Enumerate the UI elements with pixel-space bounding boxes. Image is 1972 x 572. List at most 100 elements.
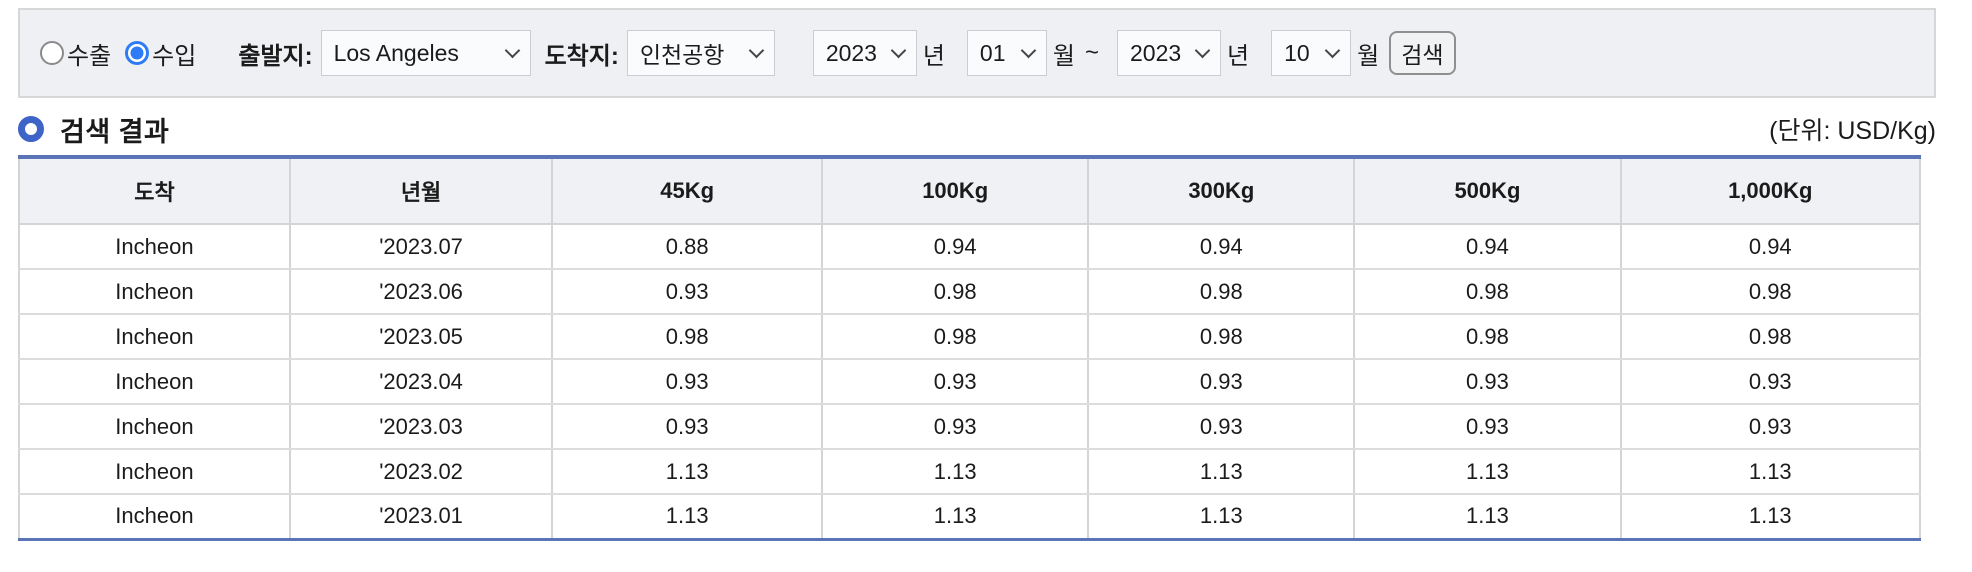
results-table-head: 도착 년월 45Kg 100Kg 300Kg 500Kg 1,000Kg [18,157,1922,225]
table-cell: 0.93 [1619,359,1922,405]
start-month-select[interactable]: 01 [966,30,1047,76]
table-cell: 0.98 [821,269,1090,315]
end-month-value: 10 [1284,39,1310,66]
table-header-cell: 45Kg [551,157,824,225]
table-cell: 0.98 [1087,314,1356,360]
start-year-suffix: 년 [922,42,945,70]
destination-label: 도착지: [544,42,619,70]
table-cell: '2023.05 [288,314,554,360]
end-month-suffix: 월 [1357,42,1380,70]
unit-label: (단위: USD/Kg) [1769,117,1936,145]
table-cell: '2023.07 [288,224,554,270]
table-row: Incheon '2023.06 0.93 0.98 0.98 0.98 0.98 [18,269,1922,315]
table-cell: 1.13 [1353,494,1622,539]
table-cell: 0.98 [1619,314,1922,360]
radio-import-circle-icon[interactable] [125,41,150,65]
table-cell: 0.93 [1619,404,1922,450]
table-cell: Incheon [18,224,291,270]
table-cell: 0.98 [1619,269,1922,315]
table-header-cell: 100Kg [821,157,1090,225]
table-cell: 0.94 [1353,224,1622,270]
start-month-value: 01 [979,39,1006,66]
start-year-select[interactable]: 2023 [812,30,917,76]
table-cell: 0.98 [551,314,824,360]
table-cell: 0.93 [551,269,824,315]
table-cell: Incheon [18,359,291,405]
table-cell: Incheon [18,314,291,360]
chevron-down-icon [1194,42,1211,59]
table-cell: Incheon [18,449,291,495]
table-cell: 0.93 [551,359,824,405]
chevron-down-icon [748,42,765,59]
chevron-down-icon [1020,42,1037,59]
table-cell: 0.93 [821,404,1090,450]
table-cell: 0.93 [1087,404,1356,450]
table-cell: 0.94 [821,224,1090,270]
table-row: Incheon '2023.03 0.93 0.93 0.93 0.93 0.93 [18,404,1922,450]
radio-import-label: 수입 [152,42,197,70]
origin-label: 출발지: [238,42,313,70]
table-header-cell: 1,000Kg [1619,157,1922,225]
table-cell: 0.93 [551,404,824,450]
table-cell: Incheon [18,404,291,450]
search-form-bar: 수출 수입 출발지: Los Angeles 도착지: 인천공항 2023 년 … [18,8,1936,98]
table-cell: 1.13 [1087,494,1356,539]
chevron-down-icon [1324,42,1341,59]
table-cell: 1.13 [821,494,1090,539]
table-row: Incheon '2023.07 0.88 0.94 0.94 0.94 0.94 [18,224,1922,270]
table-cell: Incheon [18,494,291,539]
end-month-select[interactable]: 10 [1271,30,1352,76]
table-row: Incheon '2023.01 1.13 1.13 1.13 1.13 1.13 [18,494,1922,539]
table-cell: 1.13 [551,449,824,495]
end-year-select[interactable]: 2023 [1117,30,1222,76]
table-cell: 1.13 [1619,494,1922,539]
table-cell: Incheon [18,269,291,315]
radio-export-circle-icon[interactable] [40,41,64,65]
start-month-suffix: 월 [1052,42,1075,70]
table-cell: '2023.06 [288,269,554,315]
table-cell: 1.13 [551,494,824,539]
end-year-suffix: 년 [1227,42,1250,70]
table-cell: '2023.02 [288,449,554,495]
table-cell: 0.88 [551,224,824,270]
table-row: Incheon '2023.04 0.93 0.93 0.93 0.93 0.93 [18,359,1922,405]
table-cell: '2023.03 [288,404,554,450]
table-cell: 1.13 [1619,449,1922,495]
table-row: Incheon '2023.02 1.13 1.13 1.13 1.13 1.13 [18,449,1922,495]
table-cell: 0.98 [1087,269,1356,315]
start-year-value: 2023 [825,39,877,66]
end-year-value: 2023 [1130,39,1182,66]
table-header-cell: 300Kg [1087,157,1356,225]
table-cell: 0.93 [821,359,1090,405]
chevron-down-icon [504,42,520,59]
radio-export-label: 수출 [67,42,112,70]
chevron-down-icon [890,42,907,59]
search-button[interactable]: 검색 [1389,31,1456,75]
results-title: 검색 결과 [60,116,170,147]
table-header-cell: 년월 [288,157,554,225]
origin-select[interactable]: Los Angeles [320,30,531,76]
table-cell: 0.93 [1353,359,1622,405]
radio-export[interactable]: 수출 [40,36,111,71]
destination-select-value: 인천공항 [639,42,725,68]
radio-import[interactable]: 수입 [125,36,196,71]
table-cell: 1.13 [1353,449,1622,495]
results-table-body: Incheon '2023.07 0.88 0.94 0.94 0.94 0.94 Inche… [18,224,1922,539]
table-cell: 0.94 [1087,224,1356,270]
table-row: Incheon '2023.05 0.98 0.98 0.98 0.98 0.98 [18,314,1922,360]
table-cell: '2023.01 [288,494,554,539]
table-header-cell: 500Kg [1353,157,1622,225]
period-separator: ~ [1085,39,1100,66]
table-cell: 0.94 [1619,224,1922,270]
table-header-cell: 도착 [18,157,291,225]
destination-select[interactable]: 인천공항 [626,30,775,76]
table-cell: 0.93 [1353,404,1622,450]
table-cell: 0.98 [1353,269,1622,315]
results-header: 검색 결과 (단위: USD/Kg) [18,108,1936,150]
table-cell: 0.98 [1353,314,1622,360]
table-cell: 1.13 [1087,449,1356,495]
table-cell: 1.13 [821,449,1090,495]
table-cell: 0.98 [821,314,1090,360]
table-header-row: 도착 년월 45Kg 100Kg 300Kg 500Kg 1,000Kg [18,157,1922,225]
